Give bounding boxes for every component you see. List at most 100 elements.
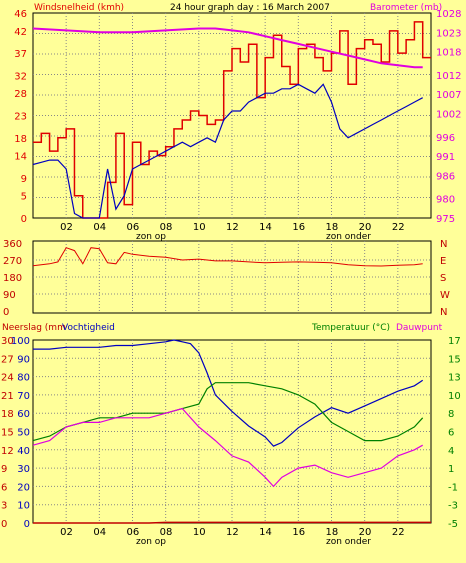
barometer-y-tick-label: 980	[436, 195, 455, 206]
wind-y-tick-label: 23	[14, 112, 27, 123]
humidity-line	[33, 339, 424, 447]
humidity-y-tick-label: 60	[17, 409, 30, 420]
climate-x-tick-label: 22	[392, 527, 405, 538]
humidity-y-tick-label: 100	[11, 336, 30, 347]
rain-y-tick-label: 18	[1, 409, 14, 420]
wind-y-tick-label: 14	[14, 152, 27, 163]
rain-y-tick-label: 27	[1, 354, 14, 365]
temperature-y-tick-label: 8	[448, 409, 454, 420]
climate-x-tick-label: 12	[226, 527, 239, 538]
rain-axis-label: Neerslag (mm	[2, 323, 66, 333]
rain-y-tick-label: 9	[1, 464, 7, 475]
direction-y-tick-label: 270	[3, 256, 22, 267]
barometer-y-tick-label: 986	[436, 171, 455, 182]
dewpoint-axis-label: Dauwpunt	[396, 323, 443, 333]
wind-y-tick-label: 37	[14, 49, 27, 60]
temperature-y-tick-label: 6	[448, 428, 454, 439]
humidity-axis-label: Vochtigheid	[62, 323, 115, 333]
climate-sunset-label: zon onder	[326, 537, 371, 547]
temperature-y-tick-label: -3	[448, 501, 458, 512]
wind-y-tick-label: 32	[14, 71, 27, 82]
temperature-y-tick-label: 13	[448, 373, 461, 384]
barometer-y-tick-label: 1018	[436, 48, 461, 59]
temperature-y-tick-label: 15	[448, 354, 461, 365]
wind-x-tick-label: 16	[292, 222, 305, 233]
direction-y-tick-label: 90	[3, 290, 16, 301]
barometer-y-tick-label: 975	[436, 214, 455, 225]
wind-y-tick-label: 9	[21, 174, 27, 185]
wind-x-tick-label: 10	[193, 222, 206, 233]
compass-label: N	[440, 307, 447, 318]
wind-y-tick-label: 46	[14, 9, 27, 20]
wind-x-tick-label: 14	[259, 222, 272, 233]
wind-axis-label: Windsnelheid (kmh)	[34, 3, 124, 13]
temperature-y-tick-label: 10	[448, 391, 461, 402]
humidity-y-tick-label: 70	[17, 391, 30, 402]
barometer-y-tick-label: 1002	[436, 110, 461, 121]
wind-x-tick-label: 12	[226, 222, 239, 233]
temperature-y-tick-label: 17	[448, 336, 461, 347]
chart-title: 24 hour graph day : 16 March 2007	[170, 3, 330, 13]
compass-label: E	[440, 256, 446, 267]
climate-x-tick-label: 16	[292, 527, 305, 538]
wind-x-tick-label: 06	[127, 222, 140, 233]
humidity-y-tick-label: 0	[24, 519, 30, 530]
wind-sunset-label: zon onder	[326, 232, 371, 242]
barometer-axis-label: Barometer (mb)	[370, 3, 442, 13]
temperature-y-tick-label: 1	[448, 464, 454, 475]
barometer-y-tick-label: 1007	[436, 90, 461, 101]
rain-y-tick-label: 6	[1, 482, 7, 493]
rain-y-tick-label: 24	[1, 373, 14, 384]
climate-x-tick-label: 18	[326, 527, 339, 538]
wind-x-tick-label: 08	[160, 222, 173, 233]
wind-x-tick-label: 04	[93, 222, 106, 233]
wind-y-tick-label: 18	[14, 134, 27, 145]
compass-label: W	[440, 290, 450, 301]
climate-x-tick-label: 04	[93, 527, 106, 538]
barometer-y-tick-label: 1012	[436, 71, 461, 82]
humidity-y-tick-label: 20	[17, 482, 30, 493]
direction-y-tick-label: 360	[3, 239, 22, 250]
wind-y-tick-label: 28	[14, 89, 27, 100]
climate-x-tick-label: 20	[359, 527, 372, 538]
climate-x-tick-label: 06	[127, 527, 140, 538]
rain-line	[33, 521, 431, 524]
dewpoint-line	[32, 407, 423, 488]
temperature-y-tick-label: -5	[448, 519, 458, 530]
wind-x-tick-label: 02	[60, 222, 73, 233]
wind-y-tick-label: 42	[14, 27, 27, 38]
temperature-axis-label: Temperatuur (°C)	[311, 323, 390, 333]
temperature-line	[32, 382, 424, 442]
humidity-y-tick-label: 30	[17, 464, 30, 475]
rain-y-tick-label: 0	[1, 519, 7, 530]
wind-speed-line	[33, 21, 431, 219]
wind-x-tick-label: 22	[392, 222, 405, 233]
wind-x-tick-label: 18	[326, 222, 339, 233]
rain-y-tick-label: 30	[1, 336, 14, 347]
climate-sunrise-label: zon op	[136, 537, 166, 547]
rain-y-tick-label: 15	[1, 428, 14, 439]
humidity-y-tick-label: 90	[17, 354, 30, 365]
wind-y-tick-label: 5	[21, 192, 27, 203]
barometer-line	[32, 27, 423, 69]
climate-x-tick-label: 08	[160, 527, 173, 538]
humidity-y-tick-label: 80	[17, 373, 30, 384]
temperature-y-tick-label: 4	[448, 446, 454, 457]
wind-x-tick-label: 20	[359, 222, 372, 233]
humidity-y-tick-label: 40	[17, 446, 30, 457]
direction-y-tick-label: 180	[3, 273, 22, 284]
barometer-y-tick-label: 991	[436, 152, 455, 163]
wind-y-tick-label: 0	[21, 214, 27, 225]
compass-label: S	[440, 273, 446, 284]
climate-x-tick-label: 02	[60, 527, 73, 538]
barometer-y-tick-label: 1028	[436, 9, 461, 20]
rain-y-tick-label: 21	[1, 391, 14, 402]
compass-label: N	[440, 239, 447, 250]
humidity-y-tick-label: 50	[17, 428, 30, 439]
wind-sunrise-label: zon op	[136, 232, 166, 242]
rain-y-tick-label: 3	[1, 501, 7, 512]
wind-direction-line	[32, 247, 423, 267]
climate-x-tick-label: 14	[259, 527, 272, 538]
barometer-y-tick-label: 1023	[436, 28, 461, 39]
